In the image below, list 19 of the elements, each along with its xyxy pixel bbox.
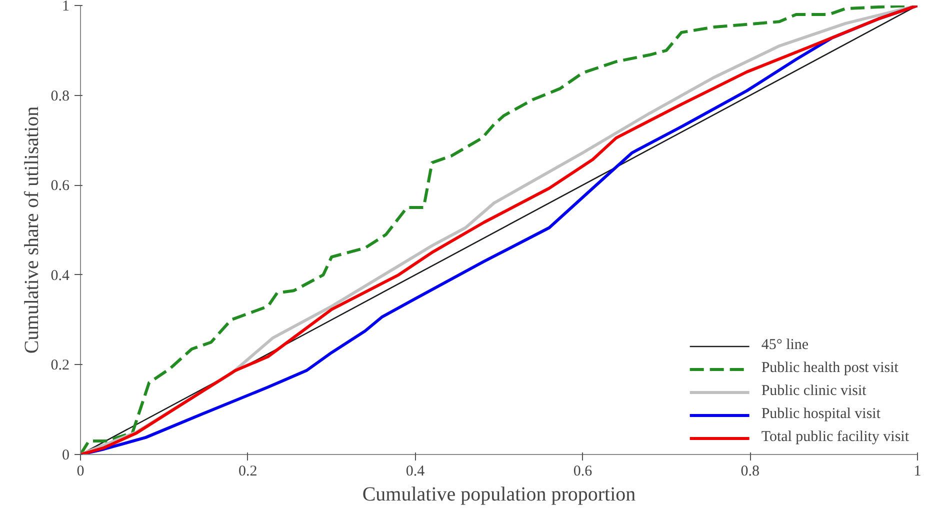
legend-label: 45° line [761,337,809,354]
y-tick-label: 1 [62,0,70,14]
x-tick-label: 0.8 [740,464,760,480]
y-tick-label: 0.6 [50,178,70,194]
legend-label: Public health post visit [761,360,898,377]
y-tick-label: 0.8 [50,88,70,104]
legend-label: Total public facility visit [761,429,909,446]
y-tick-label: 0.4 [50,268,70,284]
x-tick-label: 0.4 [406,464,426,480]
y-tick-label: 0 [62,448,70,464]
legend-label: Public clinic visit [761,383,866,400]
x-tick-label: 1 [914,464,922,480]
legend-label: Public hospital visit [761,406,881,423]
x-axis-title: Cumulative population proportion [362,484,636,506]
y-tick-label: 0.2 [50,358,70,374]
y-axis-title: Cumulative share of utilisation [20,106,43,354]
x-tick-label: 0 [76,464,84,480]
x-tick-label: 0.6 [573,464,593,480]
x-tick-label: 0.2 [238,464,258,480]
